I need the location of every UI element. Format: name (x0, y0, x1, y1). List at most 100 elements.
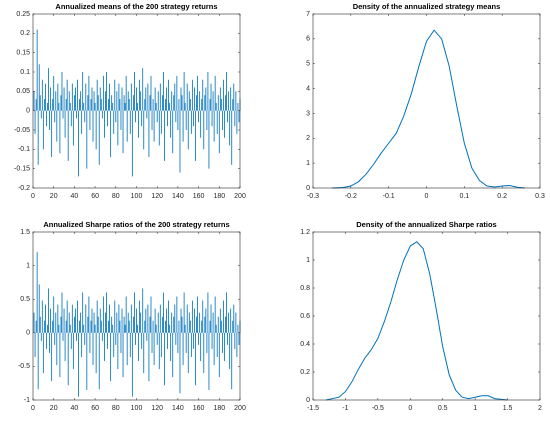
bar (219, 87, 221, 111)
bar (130, 304, 132, 333)
bar (33, 312, 35, 333)
bar (121, 87, 123, 111)
bar (110, 110, 112, 158)
bar (132, 316, 134, 333)
bar (170, 110, 172, 138)
bar (186, 304, 188, 333)
bar (42, 110, 44, 150)
bar (194, 87, 195, 111)
bar (91, 308, 93, 333)
chart-title: Density of the annualized strategy means (353, 2, 501, 11)
bar (38, 284, 40, 333)
bar (37, 332, 39, 390)
bar (48, 68, 49, 111)
bar (97, 95, 99, 111)
bar (209, 99, 211, 111)
bar (186, 83, 188, 111)
bar (73, 316, 75, 333)
bar (58, 324, 60, 333)
bar (235, 91, 237, 111)
x-tick-label: 180 (213, 405, 225, 412)
bar (90, 320, 92, 333)
bar (51, 110, 53, 158)
bar (174, 304, 176, 333)
bar (45, 304, 46, 333)
bar (225, 316, 226, 333)
bar (91, 87, 93, 111)
bar (81, 110, 83, 134)
bar (191, 79, 193, 111)
bar (148, 332, 150, 382)
bar (132, 95, 134, 111)
bar (202, 300, 204, 333)
bar (70, 110, 72, 127)
bar (145, 308, 147, 333)
bar (90, 99, 92, 111)
bar (189, 99, 191, 111)
x-tick-label: 1.5 (503, 405, 513, 412)
bar (151, 332, 153, 353)
bar (200, 110, 202, 138)
bar (167, 332, 168, 349)
bar (155, 102, 157, 111)
bar (72, 332, 74, 370)
bar (156, 110, 158, 123)
bar (166, 308, 167, 333)
bar (35, 320, 37, 333)
bar (212, 91, 214, 111)
bar (89, 332, 91, 353)
bar (117, 110, 119, 146)
bar (36, 29, 38, 111)
bar (89, 110, 91, 130)
bar (191, 300, 193, 333)
bar (150, 296, 152, 333)
bar (102, 296, 104, 333)
bar (86, 110, 88, 169)
bar (118, 83, 120, 111)
bar (50, 308, 52, 333)
bar (205, 308, 207, 333)
x-tick-label: 40 (71, 405, 79, 412)
bar (120, 110, 122, 130)
bar (189, 320, 191, 333)
bar (53, 296, 55, 333)
bar (224, 110, 225, 138)
bar (96, 79, 98, 111)
bar (78, 332, 79, 397)
bar (236, 332, 238, 357)
bar (82, 292, 84, 333)
bar (101, 110, 103, 119)
bar (164, 332, 165, 386)
bar (139, 79, 141, 111)
bar (97, 316, 99, 333)
bar (208, 332, 210, 390)
bar (127, 312, 129, 333)
bar (136, 87, 137, 111)
bar (152, 99, 154, 111)
bar (128, 99, 130, 111)
bar (123, 95, 125, 111)
bar (131, 332, 133, 397)
bar (92, 110, 94, 142)
bar (79, 320, 80, 333)
bar (34, 110, 36, 134)
bar (119, 320, 121, 333)
x-tick-label: 80 (112, 193, 120, 200)
x-tick-label: 0.1 (459, 193, 469, 200)
bar (84, 110, 86, 123)
bar (143, 332, 145, 374)
bar (64, 110, 66, 138)
bar (176, 75, 178, 111)
y-tick-label: 6 (306, 36, 310, 43)
bar (147, 304, 149, 333)
bar (58, 102, 60, 111)
bar (131, 110, 133, 177)
y-tick-label: 1 (26, 262, 30, 269)
bar (219, 308, 221, 333)
bar (109, 83, 111, 111)
x-tick-label: 200 (234, 405, 246, 412)
bar (210, 83, 212, 111)
bar (101, 332, 103, 341)
bar (69, 102, 71, 111)
bar (134, 72, 135, 111)
